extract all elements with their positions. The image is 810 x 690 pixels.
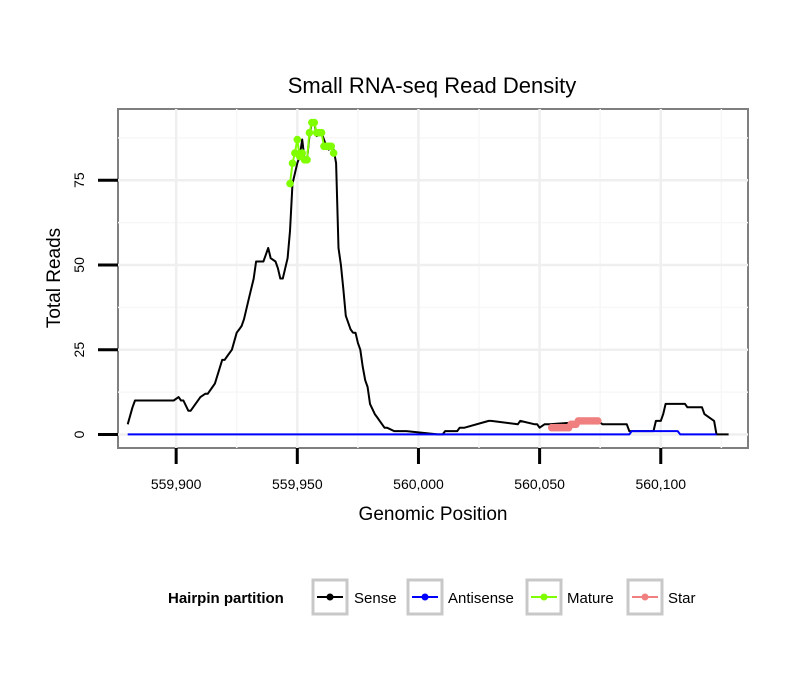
data-point-mature <box>327 142 336 151</box>
legend-title: Hairpin partition <box>168 590 284 607</box>
y-tick-label: 50 <box>71 257 87 273</box>
data-point-mature <box>329 149 338 157</box>
data-point-mature <box>317 128 326 137</box>
plot-panel <box>117 108 749 449</box>
y-tick-label: 25 <box>71 342 87 358</box>
data-series <box>126 118 729 436</box>
data-point-mature <box>293 135 302 144</box>
y-tick-label: 75 <box>71 172 87 188</box>
x-tick-label: 559,950 <box>272 476 323 492</box>
legend-dot-star <box>641 593 649 601</box>
data-point-mature <box>303 156 311 164</box>
legend-entry-antisense: Antisense <box>406 578 514 616</box>
legend-label-star: Star <box>668 590 696 607</box>
series-line-antisense <box>127 430 717 436</box>
data-point-mature <box>286 179 294 188</box>
chart-title: Small RNA-seq Read Density <box>288 73 577 98</box>
legend-dot-mature <box>540 593 548 601</box>
y-axis-label: Total Reads <box>44 228 65 328</box>
data-point-mature <box>310 118 319 127</box>
data-point-mature <box>288 159 297 168</box>
x-tick-label: 560,100 <box>635 476 686 492</box>
legend: Hairpin partition Sense Antisense Mature… <box>168 578 696 616</box>
axes: 559,900 559,950 560,000 560,050 560,100 0 25 50… <box>71 172 686 492</box>
y-tick-label: 0 <box>71 430 87 438</box>
legend-label-mature: Mature <box>567 590 614 607</box>
legend-dot-antisense <box>421 593 429 601</box>
data-point-mature <box>298 149 306 157</box>
x-tick-label: 560,000 <box>393 476 444 492</box>
legend-entry-mature: Mature <box>525 578 614 616</box>
x-tick-label: 560,050 <box>514 476 565 492</box>
x-axis-label: Genomic Position <box>359 504 508 525</box>
legend-label-antisense: Antisense <box>448 590 514 607</box>
x-tick-label: 559,900 <box>151 476 202 492</box>
legend-label-sense: Sense <box>354 590 397 607</box>
legend-dot-sense <box>326 593 334 601</box>
legend-entry-sense: Sense <box>311 578 397 616</box>
data-point-star <box>593 417 602 425</box>
legend-entry-star: Star <box>626 578 696 616</box>
data-point-mature <box>305 128 314 137</box>
